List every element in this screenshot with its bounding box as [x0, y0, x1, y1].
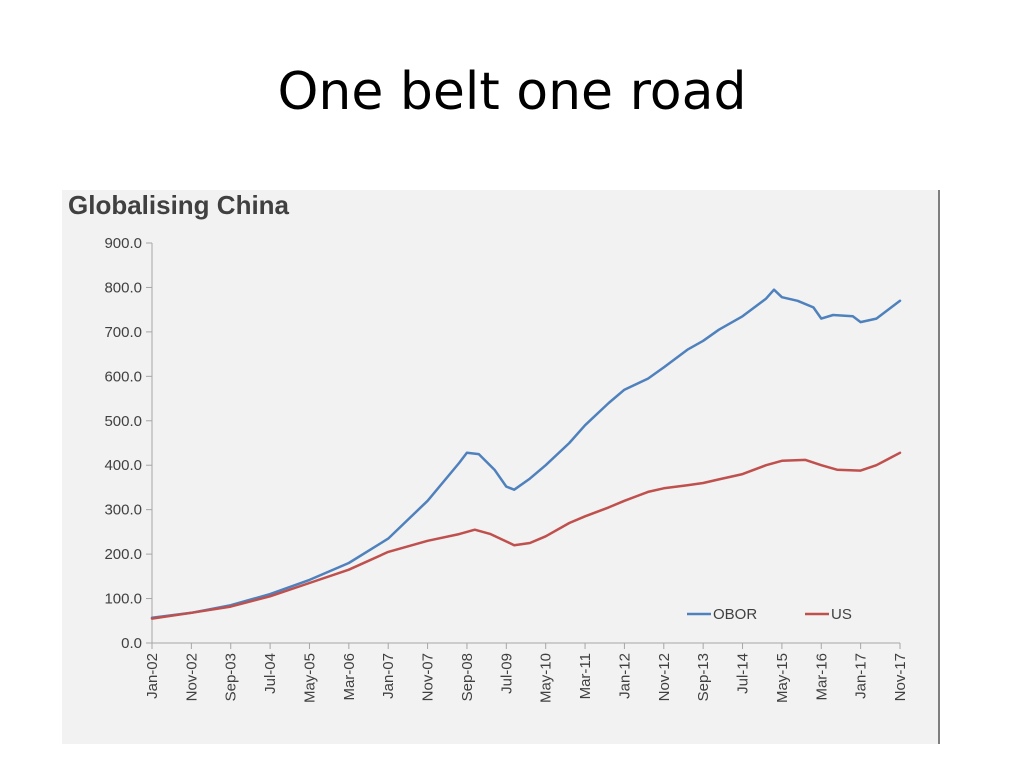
x-tick-label: Jul-09 — [498, 653, 515, 694]
legend-label-us: US — [831, 606, 852, 623]
x-tick-label: May-10 — [538, 653, 555, 703]
slide-title: One belt one road — [277, 62, 747, 122]
x-tick-label: Jul-14 — [735, 653, 752, 694]
chart-title: Globalising China — [68, 190, 290, 220]
x-tick-label: Jan-07 — [380, 653, 397, 699]
legend: OBOR US — [687, 606, 852, 623]
y-tick-label: 500.0 — [104, 413, 142, 430]
line-chart: Globalising China 0.0 100.0 200.0 300.0 400.… — [68, 190, 909, 703]
chart-panel — [62, 190, 938, 744]
x-tick-label: Nov-02 — [183, 653, 200, 701]
x-tick-label: May-05 — [301, 653, 318, 703]
x-tick-label: Jul-04 — [262, 653, 279, 694]
x-tick-label: Sep-13 — [695, 653, 712, 701]
x-tick-label: Mar-06 — [341, 653, 358, 701]
x-tick-label: Nov-07 — [420, 653, 437, 701]
x-tick-label: Mar-16 — [813, 653, 830, 701]
y-axis: 0.0 100.0 200.0 300.0 400.0 500.0 600.0 700.0 80… — [104, 235, 153, 652]
x-tick-label: Sep-08 — [459, 653, 476, 701]
y-tick-label: 400.0 — [104, 457, 142, 474]
x-tick-label: Jan-02 — [144, 653, 161, 699]
chart-border — [938, 190, 940, 744]
y-tick-label: 800.0 — [104, 279, 142, 296]
y-tick-label: 100.0 — [104, 591, 142, 608]
y-tick-label: 900.0 — [104, 235, 142, 252]
x-tick-label: Sep-03 — [223, 653, 240, 701]
x-tick-label: Nov-17 — [892, 653, 909, 701]
x-tick-label: May-15 — [774, 653, 791, 703]
series-lines — [150, 288, 902, 620]
y-tick-label: 600.0 — [104, 368, 142, 385]
y-tick-label: 300.0 — [104, 502, 142, 519]
x-tick-label: Nov-12 — [656, 653, 673, 701]
y-tick-label: 0.0 — [121, 635, 142, 652]
x-axis: Jan-02 Nov-02 Sep-03 Jul-04 May-05 Mar-06 Jan-… — [144, 642, 909, 703]
legend-label-obor: OBOR — [713, 606, 757, 623]
x-tick-label: Mar-11 — [577, 653, 594, 699]
y-tick-label: 700.0 — [104, 324, 142, 341]
series-line-obor — [150, 288, 902, 619]
x-tick-label: Jan-17 — [853, 653, 870, 699]
x-tick-label: Jan-12 — [616, 653, 633, 699]
series-line-us — [150, 451, 902, 620]
y-tick-label: 200.0 — [104, 546, 142, 563]
